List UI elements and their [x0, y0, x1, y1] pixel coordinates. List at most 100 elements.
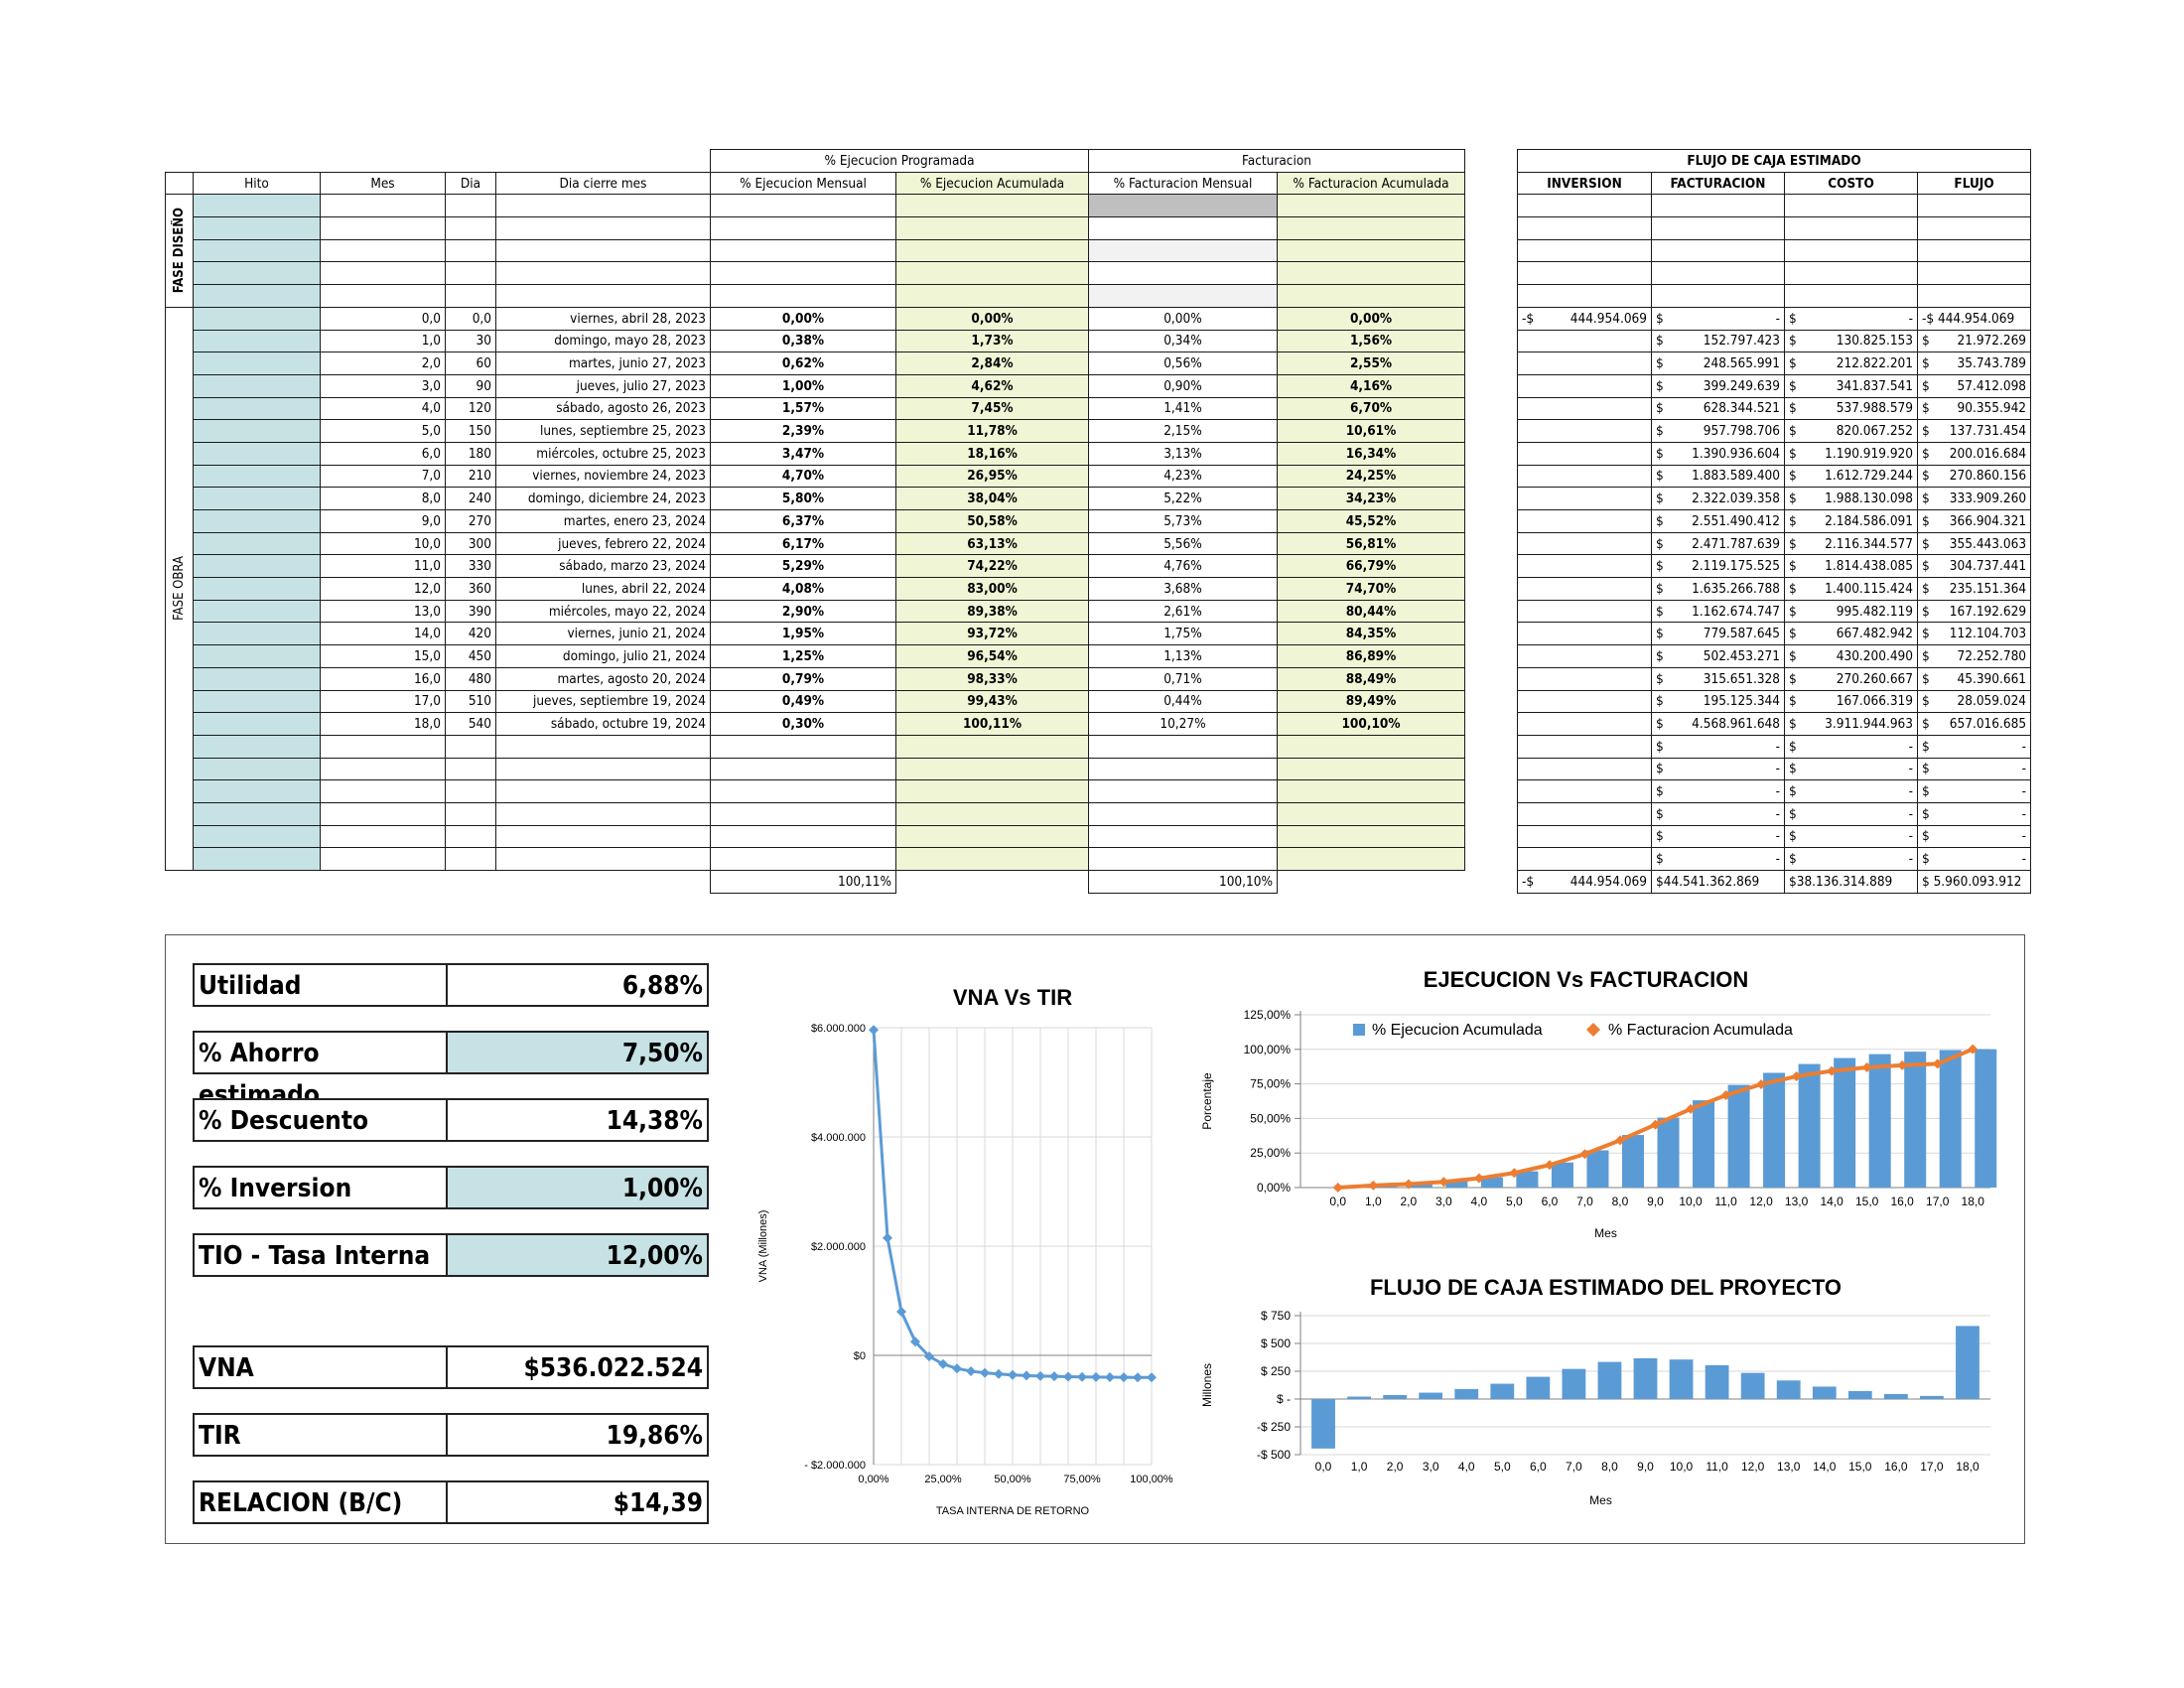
- col-header: Mes: [320, 171, 446, 196]
- flow-cell: [1517, 194, 1652, 218]
- blank-cell: [194, 150, 321, 173]
- x-tick-label: 0,0: [1315, 1460, 1332, 1474]
- hito-input[interactable]: [193, 419, 321, 443]
- group-header-facturacion: Facturacion: [1087, 149, 1466, 173]
- fecha-cell: [495, 757, 711, 781]
- hito-input[interactable]: [193, 554, 321, 579]
- hito-input[interactable]: [193, 712, 321, 736]
- hito-input[interactable]: [193, 441, 321, 466]
- x-tick-label: 1,0: [1351, 1460, 1368, 1474]
- hito-input[interactable]: [193, 734, 321, 759]
- hito-input[interactable]: [193, 847, 321, 871]
- total-costo: $38.136.314.889: [1784, 870, 1918, 894]
- dia-cell: 360: [445, 577, 496, 601]
- hito-input[interactable]: [193, 216, 321, 240]
- flujo-cell: $657.016.685: [1916, 712, 2032, 736]
- flujo-cell-inner: $72.252.780: [1922, 646, 2026, 666]
- flow-empty-inner: $ -: [1789, 849, 1913, 869]
- hito-input[interactable]: [193, 509, 321, 533]
- hito-input[interactable]: [193, 352, 321, 375]
- mes-cell: 1,0: [320, 329, 446, 353]
- point-facturacion: [1403, 1179, 1414, 1190]
- mes-cell: 5,0: [320, 419, 446, 443]
- facturacion-cell-inner: $1.390.936.604: [1656, 444, 1780, 464]
- dia-cell: 270: [445, 509, 496, 533]
- flow-cell: [1916, 284, 2032, 308]
- hito-input[interactable]: [193, 801, 321, 826]
- hito-input[interactable]: [193, 577, 321, 601]
- kpi-value[interactable]: 12,00%: [446, 1233, 709, 1277]
- dash: -: [1908, 738, 1913, 755]
- hito-input[interactable]: [193, 238, 321, 263]
- ejec-acum-cell: 98,33%: [895, 666, 1089, 691]
- flujo-cell: $235.151.364: [1916, 577, 2032, 601]
- hito-input[interactable]: [193, 599, 321, 624]
- hito-input[interactable]: [193, 396, 321, 421]
- ejec-acum-cell: [895, 194, 1089, 218]
- currency-sign: $: [1789, 310, 1797, 327]
- kpi-label: RELACION (B/C): [193, 1480, 447, 1524]
- hito-input[interactable]: [193, 689, 321, 714]
- bar-ejecucion: [1904, 1052, 1927, 1188]
- fecha-cell: viernes, junio 21, 2024: [495, 622, 711, 646]
- vna-point: [1035, 1370, 1045, 1381]
- ejec-mensual-cell: 6,37%: [710, 509, 896, 533]
- inversion-cell: [1517, 577, 1652, 601]
- costo-cell: $995.482.119: [1784, 599, 1918, 624]
- hito-input[interactable]: [193, 622, 321, 646]
- fecha-cell: [495, 734, 711, 759]
- point-facturacion: [1791, 1071, 1802, 1082]
- costo-cell: $ -: [1784, 306, 1918, 331]
- hito-input[interactable]: [193, 464, 321, 489]
- hito-input[interactable]: [193, 284, 321, 308]
- hito-input[interactable]: [193, 644, 321, 668]
- currency-sign: $: [1656, 828, 1664, 845]
- fecha-cell: [495, 238, 711, 263]
- fact-mensual-cell: 3,13%: [1088, 441, 1278, 466]
- x-tick-label: 16,0: [1891, 1195, 1915, 1208]
- flow-row: $1.390.936.604 $1.190.919.920 $200.016.684: [1517, 441, 2032, 466]
- hito-input[interactable]: [193, 757, 321, 781]
- kpi-value[interactable]: 1,00%: [446, 1166, 709, 1209]
- work-row: 14,0 420 viernes, junio 21, 2024 1,95% 93,72…: [166, 622, 1466, 646]
- flujo-cell-value: 167.192.629: [1949, 603, 2027, 620]
- currency-sign: $: [1656, 693, 1664, 710]
- flujo-cell: $355.443.063: [1916, 531, 2032, 556]
- x-tick-label: 7,0: [1566, 1460, 1582, 1474]
- hito-input[interactable]: [193, 194, 321, 218]
- kpi-value[interactable]: 7,50%: [446, 1031, 709, 1074]
- hito-input[interactable]: [193, 779, 321, 803]
- flow-cell: [1651, 216, 1785, 240]
- ejec-acum-cell: 96,54%: [895, 644, 1089, 668]
- flow-blank-row: [1517, 216, 2032, 240]
- fact-mensual-cell: 0,56%: [1088, 352, 1278, 375]
- col-header: Hito: [193, 171, 321, 196]
- currency-sign: $: [1922, 647, 1930, 664]
- dash: -: [2021, 783, 2027, 800]
- hito-input[interactable]: [193, 824, 321, 849]
- flow-empty-cell: $ -: [1784, 779, 1918, 803]
- bar-flujo: [1490, 1383, 1515, 1399]
- hito-input[interactable]: [193, 329, 321, 353]
- fact-acum-cell: [1276, 284, 1466, 308]
- inversion-cell: [1517, 509, 1652, 533]
- hito-input[interactable]: [193, 261, 321, 286]
- y-tick-label: -$ 500: [1257, 1448, 1291, 1462]
- hito-input[interactable]: [193, 531, 321, 556]
- flow-empty-inner: $ -: [1656, 804, 1780, 824]
- flow-empty-cell: $ -: [1651, 757, 1785, 781]
- fact-mensual-cell: 1,41%: [1088, 396, 1278, 421]
- currency-sign: $: [1922, 738, 1930, 755]
- currency-sign: $: [1922, 333, 1930, 350]
- facturacion-cell-value: 195.125.344: [1703, 693, 1780, 710]
- blank-cell: [166, 150, 194, 173]
- dash: -: [2021, 851, 2027, 868]
- mes-cell: [320, 847, 446, 871]
- hito-input[interactable]: [193, 373, 321, 398]
- hito-input[interactable]: [193, 487, 321, 510]
- currency-sign: $: [1656, 377, 1664, 394]
- x-tick-label: 8,0: [1601, 1460, 1618, 1474]
- hito-input[interactable]: [193, 306, 321, 331]
- hito-input[interactable]: [193, 666, 321, 691]
- work-row: 11,0 330 sábado, marzo 23, 2024 5,29% 74,22%…: [166, 554, 1466, 579]
